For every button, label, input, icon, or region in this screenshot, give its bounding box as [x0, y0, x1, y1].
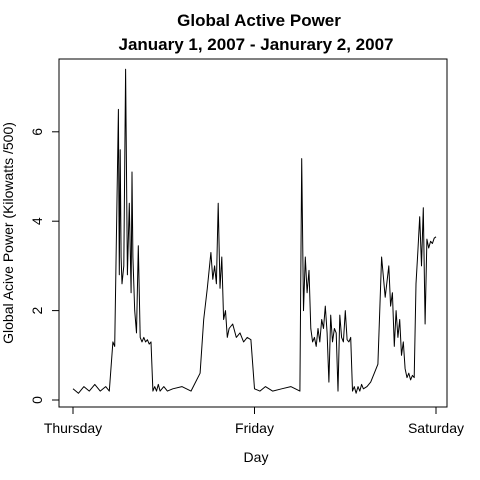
x-tick-label: Friday	[235, 420, 274, 436]
y-axis-label: Global Acive Power (Kilowatts /500)	[0, 122, 16, 344]
chart-subtitle: January 1, 2007 - Janurary 2, 2007	[118, 35, 393, 54]
x-axis: Thursday Friday Saturday	[44, 406, 464, 436]
chart-title: Global Active Power	[177, 11, 341, 30]
y-tick-label: 4	[29, 217, 45, 225]
x-tick-label: Thursday	[44, 420, 102, 436]
y-tick-label: 6	[29, 128, 45, 136]
y-tick-label: 2	[29, 306, 45, 314]
plot-frame	[58, 58, 448, 408]
y-axis: 0 2 4 6	[29, 128, 60, 404]
y-tick-label: 0	[29, 396, 45, 404]
series-line-global-active-power	[72, 68, 437, 394]
x-tick-label: Saturday	[408, 420, 464, 436]
x-axis-label: Day	[244, 449, 269, 465]
